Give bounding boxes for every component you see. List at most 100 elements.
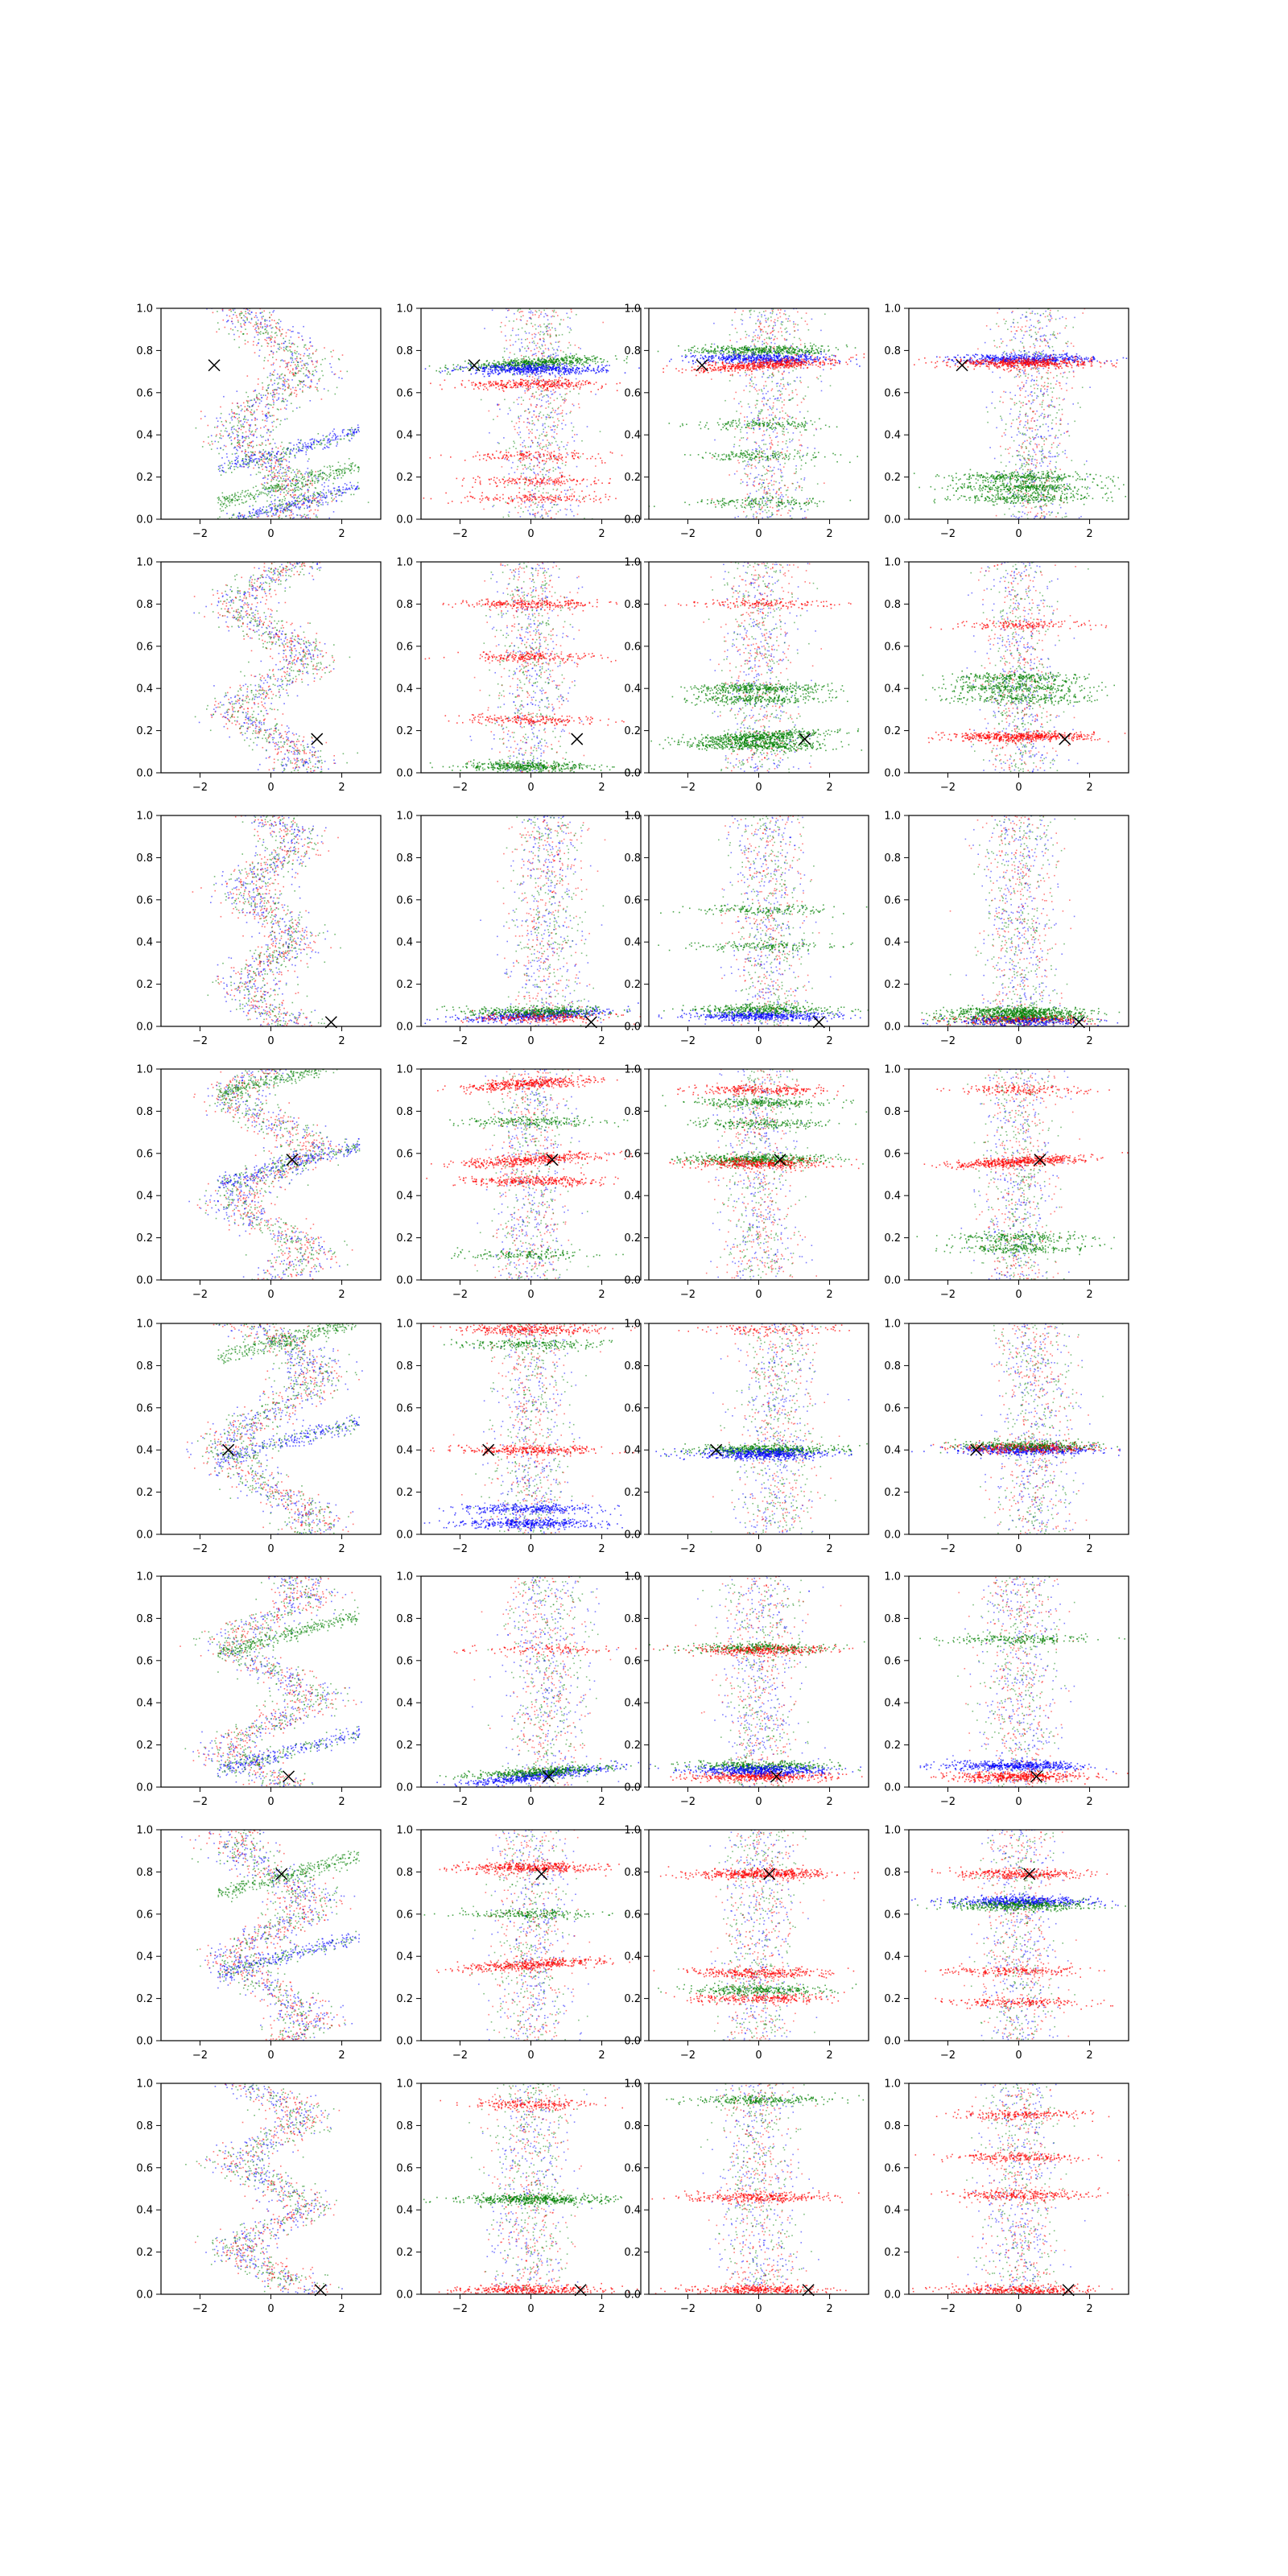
scatter-point [506, 459, 508, 460]
scatter-point [523, 357, 525, 358]
scatter-point [548, 407, 550, 408]
scatter-point [299, 488, 301, 489]
scatter-point [526, 456, 528, 457]
scatter-point [498, 386, 500, 387]
scatter-point [303, 508, 305, 510]
scatter-point [522, 311, 523, 312]
scatter-point [281, 464, 283, 465]
scatter-point [550, 336, 551, 338]
scatter-point [277, 472, 279, 473]
scatter-point [222, 436, 224, 437]
scatter-point [530, 312, 531, 314]
scatter-point [237, 406, 238, 407]
scatter-point [531, 379, 533, 381]
scatter-point [512, 365, 514, 366]
scatter-point [588, 382, 590, 383]
scatter-point [310, 495, 312, 497]
scatter-point [292, 368, 294, 369]
scatter-point [275, 473, 276, 475]
scatter-point [289, 477, 291, 478]
scatter-point [562, 463, 564, 464]
scatter-point [304, 345, 306, 346]
scatter-point [577, 367, 579, 369]
scatter-point [239, 526, 241, 527]
scatter-point [547, 361, 548, 363]
scatter-point [303, 384, 305, 386]
scatter-point [253, 345, 254, 346]
scatter-point [522, 479, 524, 481]
scatter-point [576, 365, 577, 366]
scatter-point [248, 516, 250, 518]
scatter-point [601, 502, 602, 504]
scatter-point [271, 477, 273, 478]
scatter-point [529, 501, 530, 502]
scatter-point [349, 440, 351, 442]
scatter-point [246, 422, 248, 423]
scatter-point [486, 496, 488, 497]
scatter-point [308, 370, 309, 372]
scatter-point [520, 451, 522, 452]
scatter-point [273, 353, 275, 355]
scatter-point [553, 456, 555, 457]
scatter-point [308, 491, 309, 493]
scatter-point [308, 445, 309, 447]
scatter-point [309, 472, 311, 473]
scatter-point [551, 507, 553, 509]
scatter-point [288, 383, 290, 385]
scatter-point [299, 471, 301, 473]
scatter-point [289, 343, 291, 345]
scatter-point [539, 382, 540, 384]
scatter-point [278, 448, 279, 449]
scatter-point [295, 487, 296, 489]
scatter-point [539, 317, 540, 319]
scatter-point [547, 390, 549, 391]
scatter-point [523, 422, 525, 423]
scatter-point [584, 357, 586, 358]
scatter-point [535, 314, 536, 316]
scatter-point [246, 313, 247, 315]
scatter-point [452, 369, 454, 371]
scatter-point [526, 371, 527, 373]
scatter-point [279, 460, 281, 462]
scatter-point [266, 390, 268, 391]
scatter-point [357, 482, 359, 484]
scatter-point [336, 387, 338, 389]
scatter-point [315, 386, 316, 388]
scatter-point [279, 475, 280, 477]
scatter-point [250, 411, 251, 413]
scatter-point [522, 362, 524, 364]
scatter-point [457, 369, 459, 371]
scatter-point [311, 345, 312, 347]
scatter-point [561, 374, 563, 375]
scatter-point [307, 362, 308, 364]
scatter-point [290, 468, 291, 469]
scatter-point [294, 374, 295, 376]
scatter-point [273, 472, 275, 473]
scatter-point [279, 488, 281, 489]
scatter-point [545, 389, 547, 390]
scatter-point [506, 502, 507, 503]
scatter-point [566, 384, 568, 386]
scatter-point [507, 480, 509, 481]
scatter-point [302, 499, 303, 501]
scatter-point [229, 505, 231, 506]
scatter-point [528, 357, 530, 358]
scatter-point [219, 522, 221, 524]
scatter-point [247, 493, 249, 495]
scatter-point [512, 363, 514, 365]
scatter-point [578, 374, 580, 375]
scatter-point [231, 409, 233, 411]
scatter-point [479, 477, 481, 479]
scatter-point [271, 509, 273, 510]
scatter-point [556, 505, 558, 506]
scatter-point [553, 470, 555, 472]
scatter-point [344, 470, 345, 472]
scatter-point [258, 328, 260, 330]
scatter-point [325, 474, 327, 476]
scatter-point [600, 431, 601, 432]
scatter-point [304, 478, 306, 480]
scatter-point [303, 346, 305, 348]
scatter-point [286, 509, 287, 510]
scatter-point [529, 398, 530, 400]
scatter-point [302, 450, 303, 452]
